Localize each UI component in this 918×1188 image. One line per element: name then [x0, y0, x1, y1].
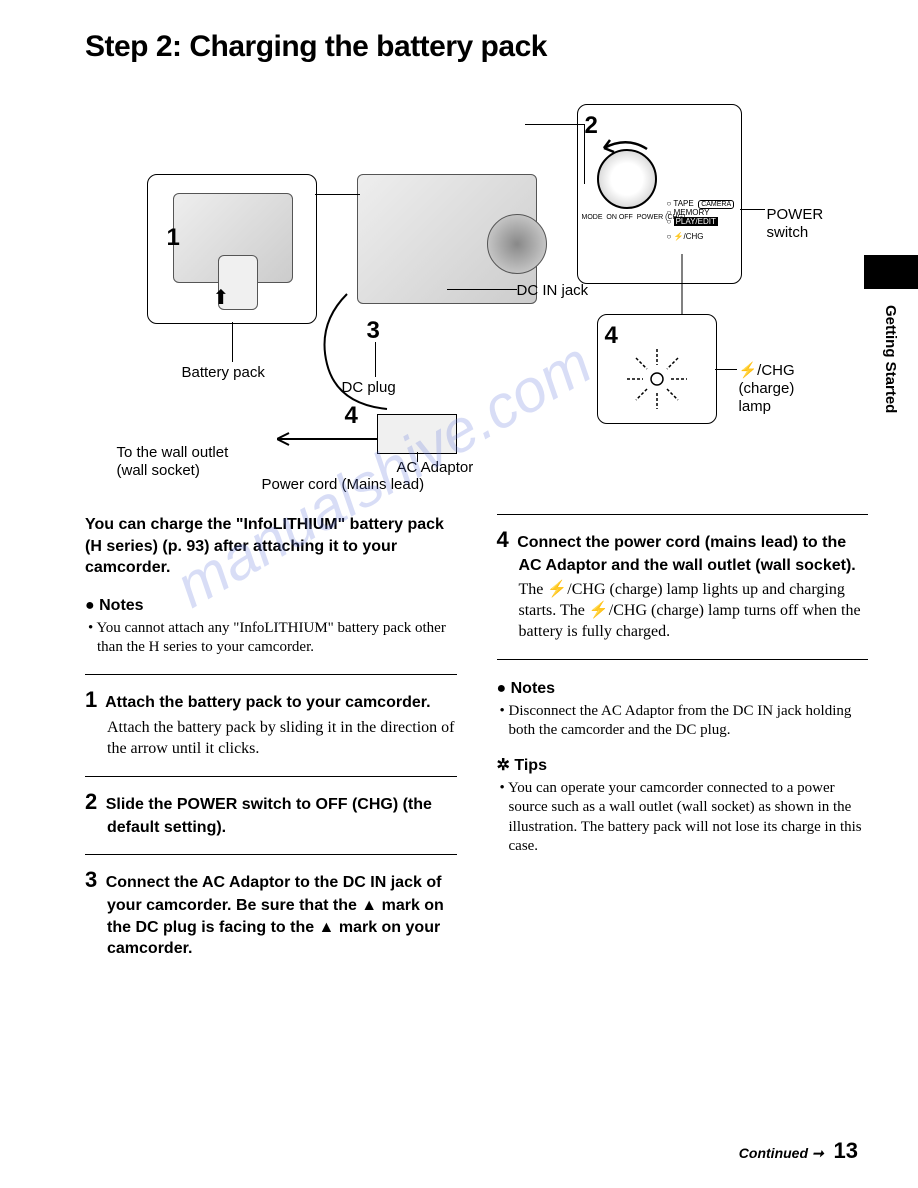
right-column: 4 Connect the power cord (mains lead) to…	[497, 514, 869, 966]
switch-opt-playedit: PLAY/EDIT	[674, 217, 718, 226]
label-battery-pack: Battery pack	[182, 364, 265, 382]
note-item: Disconnect the AC Adaptor from the DC IN…	[497, 702, 869, 741]
page-footer: Continued ➞ 13	[739, 1138, 858, 1164]
step-1: 1 Attach the battery pack to your camcor…	[85, 685, 457, 760]
tips-label: Tips	[514, 757, 547, 774]
diagram-num-3: 3	[367, 317, 380, 345]
tips-heading: ✲ Tips	[497, 755, 869, 775]
step-3: 3 Connect the AC Adaptor to the DC IN ja…	[85, 865, 457, 959]
step-2: 2 Slide the POWER switch to OFF (CHG) (t…	[85, 787, 457, 838]
switch-opt-chg: ⚡/CHG	[674, 232, 704, 241]
intro-text: You can charge the "InfoLITHIUM" battery…	[85, 514, 457, 579]
step-head-text: Connect the AC Adaptor to the DC IN jack…	[106, 874, 444, 957]
side-tab: Getting Started	[864, 255, 918, 413]
step-number: 4	[497, 527, 509, 552]
side-tab-marker	[864, 255, 918, 289]
diagram-num-1: 1	[167, 224, 180, 252]
step-number: 1	[85, 687, 97, 712]
separator	[85, 674, 457, 675]
switch-opt-tape: TAPE	[673, 199, 693, 208]
label-to-wall-outlet: To the wall outlet (wall socket)	[117, 444, 229, 480]
step-number: 2	[85, 789, 97, 814]
separator	[497, 659, 869, 660]
step-head-text: Slide the POWER switch to OFF (CHG) (the…	[106, 796, 432, 836]
page-number: 13	[834, 1138, 858, 1163]
label-ac-adaptor: AC Adaptor	[397, 459, 474, 477]
step-number: 3	[85, 867, 97, 892]
step-head-text: Connect the power cord (mains lead) to t…	[517, 534, 856, 574]
continued-label: Continued ➞	[739, 1145, 824, 1161]
separator	[85, 854, 457, 855]
note-bullet-icon: ●	[85, 597, 95, 614]
charging-diagram: ⬆ 1 Battery pack DC IN jack 3 DC plug 4 …	[127, 94, 827, 494]
tips-icon: ✲	[497, 757, 510, 774]
tip-item: You can operate your camcorder connected…	[497, 779, 869, 857]
notes-label: Notes	[511, 680, 555, 697]
label-power-cord: Power cord (Mains lead)	[262, 476, 425, 494]
note-item: You cannot attach any "InfoLITHIUM" batt…	[85, 619, 457, 658]
step-head-text: Attach the battery pack to your camcorde…	[105, 694, 430, 711]
step-body-text: Attach the battery pack by sliding it in…	[85, 718, 457, 760]
page-title: Step 2: Charging the battery pack	[85, 30, 868, 64]
label-dc-plug: DC plug	[342, 379, 396, 397]
left-column: You can charge the "InfoLITHIUM" battery…	[85, 514, 457, 966]
step-4: 4 Connect the power cord (mains lead) to…	[497, 525, 869, 643]
separator	[497, 514, 869, 515]
label-chg-lamp: ⚡/CHG (charge) lamp	[739, 362, 795, 416]
label-dc-in-jack: DC IN jack	[517, 282, 589, 300]
switch-opt-memory: MEMORY	[674, 208, 710, 217]
separator	[85, 776, 457, 777]
note-bullet-icon: ●	[497, 680, 507, 697]
side-tab-label: Getting Started	[882, 305, 899, 413]
notes-heading-left: ● Notes	[85, 597, 457, 615]
notes-label: Notes	[99, 597, 143, 614]
notes-heading-right: ● Notes	[497, 680, 869, 698]
step-body-text: The ⚡/CHG (charge) lamp lights up and ch…	[497, 580, 869, 642]
label-power-switch: POWER switch	[767, 206, 824, 242]
